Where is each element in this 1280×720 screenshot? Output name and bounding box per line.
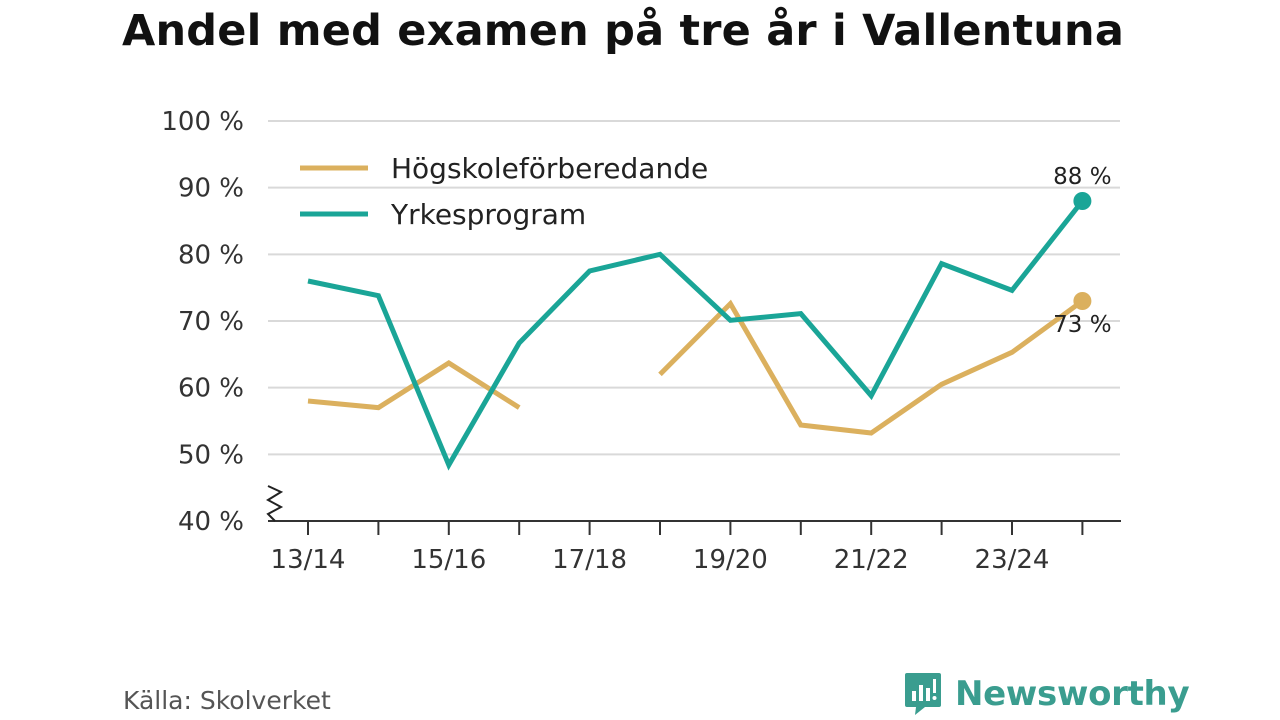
x-tick-label: 15/16 <box>411 545 486 575</box>
end-point <box>1073 292 1092 310</box>
x-tick-label: 21/22 <box>834 545 909 575</box>
y-tick-label: 100 % <box>161 107 244 137</box>
x-axis: 13/14 15/16 17/18 19/20 21/22 23/24 <box>265 485 1121 575</box>
newsworthy-logo[interactable]: Newsworthy <box>903 671 1190 717</box>
y-tick-label: 90 % <box>178 174 244 204</box>
end-data-label: 73 % <box>1053 312 1111 338</box>
newsworthy-logo-icon <box>905 673 941 715</box>
chart-title: Andel med examen på tre år i Vallentuna <box>122 6 1125 56</box>
y-tick-label: 60 % <box>178 374 244 404</box>
series-line-yrkesprogram <box>307 199 1085 471</box>
legend-background <box>290 144 738 186</box>
x-tick-label: 19/20 <box>693 545 768 575</box>
axis-break-icon <box>265 485 284 522</box>
series-lines <box>307 192 1092 471</box>
legend: Högskoleförberedande Yrkesprogram <box>290 144 738 231</box>
y-tick-label: 50 % <box>178 440 244 470</box>
source-note: Källa: Skolverket <box>123 686 331 715</box>
y-tick-label: 40 % <box>178 507 244 537</box>
legend-label: Yrkesprogram <box>390 198 586 231</box>
end-labels: 73 % 88 % <box>1053 164 1111 338</box>
x-tick-label: 23/24 <box>975 545 1050 575</box>
end-data-label: 88 % <box>1053 164 1111 190</box>
x-tick-label: 13/14 <box>271 545 346 575</box>
x-tick-label: 17/18 <box>552 545 627 575</box>
y-tick-label: 80 % <box>178 240 244 270</box>
legend-label: Högskoleförberedande <box>391 152 708 185</box>
end-point <box>1073 192 1092 210</box>
newsworthy-logo-text: Newsworthy <box>955 674 1190 714</box>
y-axis-tick-labels: 40 % 50 % 60 % 70 % 80 % 90 % 100 % <box>161 107 244 537</box>
y-tick-label: 70 % <box>178 307 244 337</box>
